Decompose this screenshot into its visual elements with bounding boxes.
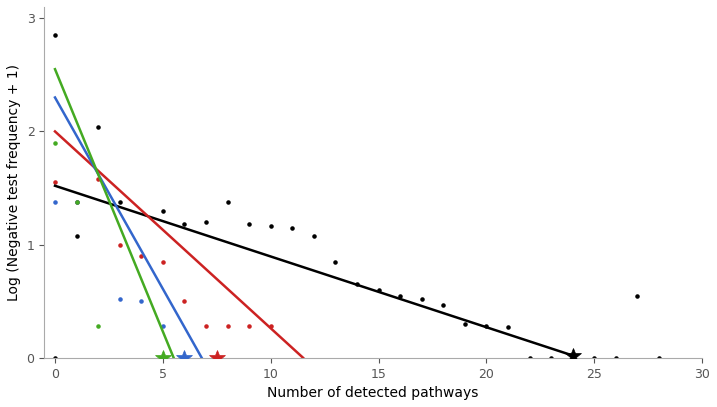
X-axis label: Number of detected pathways: Number of detected pathways <box>267 386 479 400</box>
Y-axis label: Log (Negative test frequency + 1): Log (Negative test frequency + 1) <box>7 64 21 301</box>
